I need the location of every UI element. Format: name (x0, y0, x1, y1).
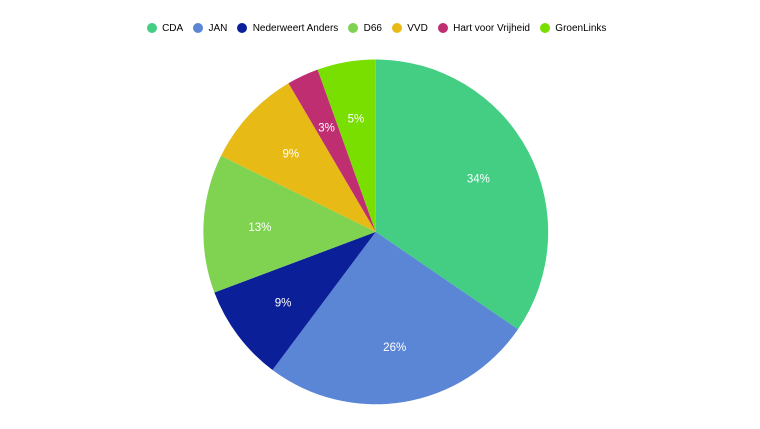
svg-text:9%: 9% (282, 149, 299, 161)
svg-text:9%: 9% (275, 297, 292, 309)
svg-text:5%: 5% (348, 113, 365, 125)
svg-text:13%: 13% (248, 222, 271, 234)
svg-text:26%: 26% (383, 342, 406, 354)
svg-text:34%: 34% (467, 174, 490, 186)
svg-text:3%: 3% (318, 123, 335, 135)
